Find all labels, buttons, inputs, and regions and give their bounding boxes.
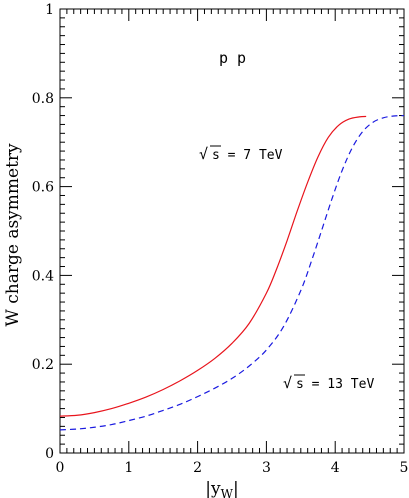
y-tick-label: 0: [45, 446, 54, 462]
y-tick-label: 0.6: [32, 180, 54, 196]
x-axis-title: |yW|: [205, 479, 238, 498]
x-axis-title-sub: W: [221, 487, 234, 498]
x-tick-label: 4: [331, 460, 340, 476]
energy-7-label: √ s = 7 TeV: [199, 145, 283, 163]
x-tick-label: 2: [193, 460, 202, 476]
y-tick-label: 0.2: [32, 357, 54, 373]
y-tick-label: 0.8: [32, 91, 54, 107]
series-line-7-tev: [59, 115, 367, 417]
x-tick-label: 5: [400, 460, 409, 476]
sqrt-symbol-7: √: [199, 145, 208, 163]
series-layer: [59, 114, 405, 431]
sqrt-symbol-13: √: [283, 374, 292, 392]
y-axis: 0 0.2 0.4 0.6 0.8 1: [32, 2, 404, 462]
x-tick-label: 1: [124, 460, 133, 476]
y-axis-title: W charge asymmetry: [3, 143, 23, 327]
energy-13-text: s = 13 TeV: [296, 377, 374, 392]
x-axis: 0 1 2 3 4 5: [56, 9, 409, 476]
x-tick-label: 3: [262, 460, 271, 476]
x-tick-label: 0: [56, 460, 65, 476]
y-tick-label: 1: [45, 2, 54, 18]
energy-7-text: s = 7 TeV: [212, 148, 283, 163]
x-axis-title-main: |y: [205, 479, 221, 498]
process-label: p p: [219, 49, 246, 67]
x-axis-title-end: |: [233, 479, 239, 498]
energy-13-label: √ s = 13 TeV: [283, 374, 374, 392]
y-tick-label: 0.4: [32, 268, 54, 284]
